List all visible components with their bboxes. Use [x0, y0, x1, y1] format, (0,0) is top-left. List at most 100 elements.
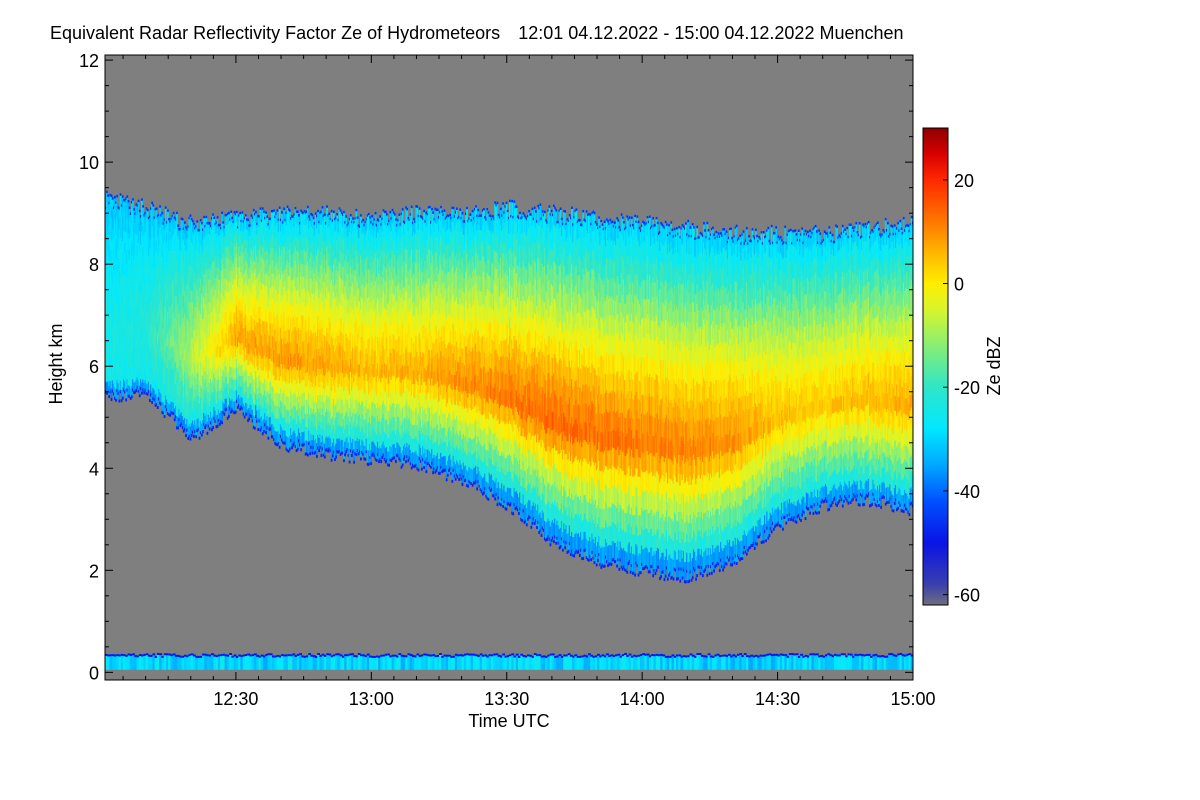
echo-column [361, 220, 363, 454]
echo-column [788, 229, 791, 517]
echo-column [590, 222, 592, 562]
echo-column [764, 235, 766, 534]
echo-column [510, 214, 512, 506]
echo-column [646, 215, 649, 570]
echo-column [305, 210, 308, 456]
echo-column [425, 211, 428, 474]
echo-column [321, 206, 324, 451]
echo-column [478, 214, 481, 488]
echo-column [402, 220, 405, 461]
echo-column [821, 240, 824, 502]
echo-column [362, 218, 365, 456]
echo-column [867, 220, 870, 496]
echo-column [267, 223, 270, 440]
echo-column [879, 233, 881, 501]
echo-column [644, 223, 647, 569]
echo-column [612, 225, 615, 561]
echo-column [107, 194, 109, 394]
echo-column [345, 215, 348, 454]
echo-column [890, 224, 893, 509]
echo-column [179, 227, 182, 427]
echo-column [891, 225, 894, 512]
echo-column [724, 232, 727, 565]
echo-column [650, 226, 652, 569]
echo-column [892, 232, 895, 513]
echo-column [262, 210, 265, 433]
echo-column [285, 211, 288, 451]
echo-column [232, 220, 235, 414]
echo-column [407, 216, 410, 462]
echo-column [194, 226, 196, 433]
echo-column [349, 213, 352, 453]
echo-column [220, 226, 222, 424]
echo-column [237, 226, 239, 409]
echo-column [760, 231, 763, 544]
echo-column [805, 232, 808, 510]
echo-column [773, 231, 775, 531]
echo-column [585, 210, 588, 560]
echo-column [180, 217, 183, 426]
echo-column [294, 206, 297, 449]
echo-column [258, 215, 261, 423]
echo-column [671, 228, 674, 579]
echo-column [657, 232, 660, 569]
echo-column [493, 217, 495, 498]
echo-column [715, 230, 718, 567]
echo-column [284, 218, 287, 445]
echo-column [843, 230, 845, 503]
echo-column [418, 207, 421, 461]
echo-column [589, 213, 591, 558]
echo-column [430, 221, 432, 469]
echo-column [229, 218, 231, 411]
echo-column [700, 233, 703, 570]
echo-column [323, 213, 326, 459]
echo-column [332, 210, 335, 454]
echo-column [503, 211, 506, 504]
echo-column [129, 212, 132, 400]
echo-column [593, 211, 596, 565]
echo-column [274, 215, 277, 445]
echo-column [576, 220, 579, 554]
echo-column [351, 220, 353, 458]
echo-column [124, 199, 126, 394]
echo-column [339, 209, 342, 456]
echo-column [787, 229, 790, 522]
echo-column [619, 228, 622, 562]
echo-column [446, 214, 449, 477]
echo-column [239, 211, 242, 411]
echo-column [566, 218, 569, 554]
echo-column [398, 213, 401, 461]
echo-column [396, 223, 398, 457]
echo-column [678, 225, 681, 571]
echo-column [340, 211, 343, 455]
echo-column [828, 226, 831, 512]
echo-column [910, 215, 913, 505]
echo-column [185, 226, 187, 438]
echo-column [387, 223, 389, 467]
echo-column [672, 235, 675, 581]
echo-column [546, 221, 548, 541]
echo-column [742, 230, 745, 555]
echo-column [894, 232, 897, 502]
echo-column [207, 222, 210, 428]
echo-column [680, 227, 683, 571]
echo-column [642, 220, 644, 571]
echo-column [312, 216, 315, 450]
echo-column [498, 216, 501, 506]
echo-column [633, 226, 635, 575]
echo-column [730, 227, 732, 567]
echo-column [531, 207, 534, 525]
echo-column [529, 213, 532, 519]
echo-column [151, 201, 153, 404]
echo-column [168, 217, 170, 417]
echo-column [858, 222, 861, 507]
echo-column [112, 206, 115, 396]
echo-column [806, 230, 809, 511]
echo-column [251, 216, 254, 423]
echo-column [810, 235, 813, 509]
echo-column [502, 202, 504, 508]
echo-column [348, 217, 351, 464]
echo-column [718, 235, 721, 573]
echo-column [356, 216, 359, 453]
echo-column [799, 238, 801, 521]
